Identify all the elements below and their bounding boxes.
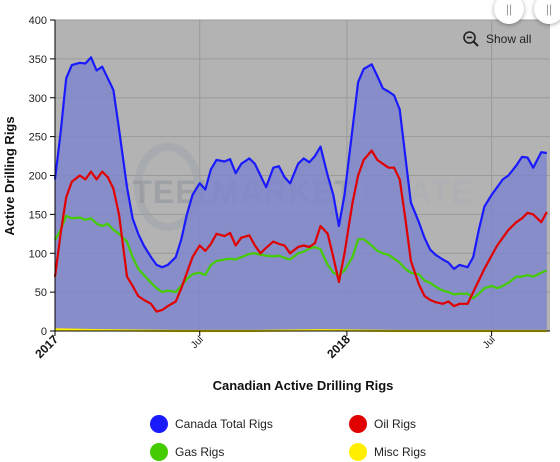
- navigator-left-handle[interactable]: ||: [494, 0, 524, 24]
- y-tick-label: 200: [29, 171, 47, 183]
- series-line-gas[interactable]: [54, 214, 548, 300]
- legend-item-gas[interactable]: Gas Rigs: [150, 442, 224, 462]
- series-line-canada-total[interactable]: [53, 56, 547, 270]
- legend-label-gas: Gas Rigs: [175, 445, 225, 459]
- y-tick-label: 300: [29, 93, 47, 105]
- legend-item-misc[interactable]: Misc Rigs: [349, 442, 426, 462]
- legend-item-canada-total[interactable]: Canada Total Rigs: [150, 414, 273, 434]
- navigator-right-handle[interactable]: ||: [534, 0, 560, 24]
- y-tick-label: 150: [29, 209, 47, 221]
- y-axis-title: Active Drilling Rigs: [2, 116, 17, 235]
- handle-grip-left: ||: [505, 2, 513, 16]
- legend-label-oil: Oil Rigs: [374, 417, 417, 431]
- show-all-button[interactable]: Show all: [462, 28, 531, 50]
- x-tick-label: Jul: [189, 334, 206, 351]
- y-tick-label: 100: [29, 248, 47, 260]
- x-axis-title: Canadian Active Drilling Rigs: [213, 378, 394, 393]
- y-tick-label: 0: [41, 326, 47, 338]
- handle-grip-right: ||: [545, 2, 553, 16]
- legend-item-oil[interactable]: Oil Rigs: [349, 414, 416, 434]
- y-tick-label: 50: [35, 287, 47, 299]
- legend-label-misc: Misc Rigs: [374, 445, 427, 459]
- zoom-out-icon: [463, 31, 479, 47]
- x-tick-label: Jul: [481, 334, 498, 351]
- legend-marker-misc: [349, 443, 367, 461]
- legend-marker-canada-total: [150, 415, 168, 433]
- show-all-label: Show all: [486, 32, 532, 46]
- x-tick-label: 2017: [32, 332, 61, 361]
- y-tick-label: 350: [29, 54, 47, 66]
- y-tick-label: 400: [29, 15, 47, 27]
- series-line-oil[interactable]: [53, 149, 548, 313]
- legend-marker-oil: [349, 415, 367, 433]
- x-tick-label: 2018: [324, 332, 353, 361]
- legend-marker-gas: [150, 443, 168, 461]
- series-area-canada-total: [55, 57, 547, 332]
- y-tick-label: 250: [29, 132, 47, 144]
- legend-label-canada-total: Canada Total Rigs: [175, 417, 273, 431]
